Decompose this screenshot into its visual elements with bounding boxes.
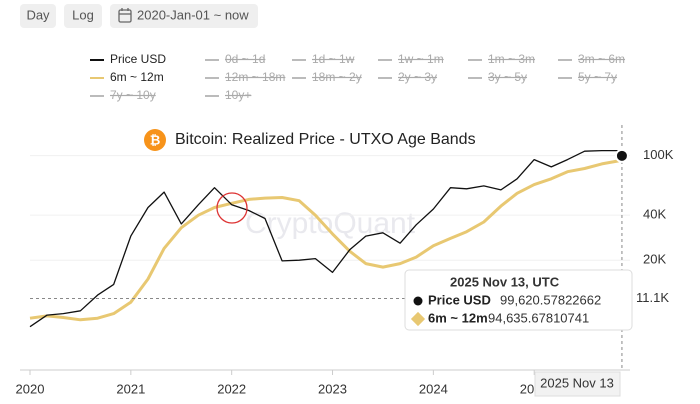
day-label: Day bbox=[26, 7, 50, 22]
legend-entry[interactable]: 6m ~ 12m bbox=[110, 70, 164, 84]
chart-title: Bitcoin: Realized Price - UTXO Age Bands bbox=[175, 131, 476, 148]
date-range-button[interactable] bbox=[110, 4, 258, 28]
tooltip-name: Price USD bbox=[428, 292, 491, 307]
legend-entry[interactable]: 7y ~ 10y bbox=[110, 88, 156, 102]
log-label: Log bbox=[72, 7, 94, 22]
crosshair-date-label: 2025 Nov 13 bbox=[540, 375, 614, 390]
legend-entry[interactable]: Price USD bbox=[110, 52, 166, 66]
tooltip-value: 99,620.57822662 bbox=[500, 292, 601, 307]
tooltip-dot bbox=[410, 311, 426, 327]
crosshair-value-label: 11.1K bbox=[636, 290, 669, 305]
tooltip-box bbox=[404, 269, 633, 331]
y-tick-label: 20K bbox=[643, 252, 666, 267]
legend-entry[interactable]: 3m ~ 6m bbox=[578, 52, 625, 66]
legend-entry[interactable]: 1w ~ 1m bbox=[398, 52, 444, 66]
legend-entry[interactable]: 0d ~ 1d bbox=[225, 52, 265, 66]
legend-entry[interactable]: 10y+ bbox=[225, 88, 251, 102]
legend-entry[interactable]: 12m ~ 18m bbox=[225, 70, 285, 84]
x-tick-label: 2021 bbox=[116, 381, 145, 396]
x-tick-label: 2022 bbox=[217, 381, 246, 396]
bitcoin-symbol: ₿ bbox=[150, 132, 161, 147]
legend-entry[interactable]: 5y ~ 7y bbox=[578, 70, 617, 84]
y-tick-label: 100K bbox=[643, 147, 674, 162]
legend-entry[interactable]: 18m ~ 2y bbox=[312, 70, 362, 84]
tooltip-name: 6m ~ 12m bbox=[428, 310, 488, 325]
y-tick-label: 40K bbox=[643, 207, 666, 222]
day-button[interactable] bbox=[20, 4, 56, 28]
series-line bbox=[29, 149, 623, 328]
calendar-icon bbox=[118, 8, 132, 23]
x-tick-label: 2020 bbox=[16, 381, 45, 396]
date-range-label: 2020-Jan-01 ~ now bbox=[137, 7, 249, 22]
watermark: CryptoQuant bbox=[245, 207, 416, 240]
tooltip-title: 2025 Nov 13, UTC bbox=[450, 274, 560, 289]
crosshair-date-box bbox=[534, 371, 621, 397]
x-tick-label: 2023 bbox=[318, 381, 347, 396]
log-button[interactable] bbox=[64, 4, 102, 28]
legend-entry[interactable]: 3y ~ 5y bbox=[488, 70, 527, 84]
series-line bbox=[29, 157, 623, 322]
legend-entry[interactable]: 2y ~ 3y bbox=[398, 70, 437, 84]
tooltip-value: 94,635.67810741 bbox=[488, 310, 589, 325]
legend-entry[interactable]: 1d ~ 1w bbox=[312, 52, 355, 66]
end-marker bbox=[614, 148, 629, 163]
bitcoin-icon bbox=[144, 129, 166, 151]
tooltip-dot bbox=[413, 296, 423, 306]
legend-entry[interactable]: 1m ~ 3m bbox=[488, 52, 535, 66]
x-tick-label: 2024 bbox=[419, 381, 448, 396]
highlight-circle bbox=[216, 192, 248, 224]
